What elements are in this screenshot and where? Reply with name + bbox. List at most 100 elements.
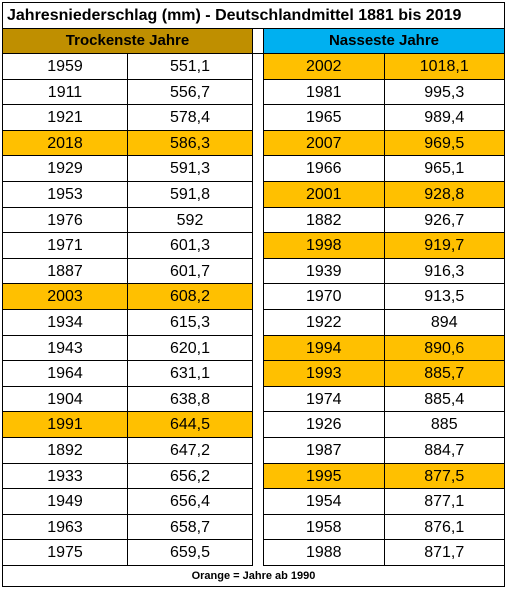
spacer-row xyxy=(253,361,263,387)
precipitation-cell: 658,7 xyxy=(169,518,211,536)
year-cell: 1953 xyxy=(3,181,128,207)
spacer-row xyxy=(253,412,263,438)
year-cell: 1976 xyxy=(3,207,128,233)
year-cell: 1981 xyxy=(264,79,385,105)
spacer-row xyxy=(253,310,263,336)
table-row: 1995 877,5 xyxy=(264,463,504,490)
table-row: 1981 995,3 xyxy=(264,79,504,106)
spacer-row xyxy=(253,233,263,259)
year-cell: 2001 xyxy=(264,181,385,207)
year-cell: 1933 xyxy=(3,463,128,489)
spacer-row xyxy=(253,259,263,285)
table-row: 1943 620,1 xyxy=(3,335,252,362)
spacer-row xyxy=(253,284,263,310)
driest-years-column: 1959 551,1 1911 556,7 1921 578,4 2018 586,3 1929… xyxy=(3,54,253,566)
table-row: 1970 913,5 xyxy=(264,284,504,310)
spacer-row xyxy=(253,80,263,106)
precipitation-cell: 601,3 xyxy=(169,237,211,255)
precipitation-cell: 620,1 xyxy=(169,339,211,357)
table-row: 1965 989,4 xyxy=(264,105,504,131)
year-cell: 1964 xyxy=(3,361,128,386)
precipitation-cell: 965,1 xyxy=(424,160,465,178)
year-cell: 1966 xyxy=(264,156,385,181)
precipitation-cell: 890,6 xyxy=(424,339,465,357)
spacer-row xyxy=(253,515,263,541)
spacer-row xyxy=(253,387,263,413)
precipitation-cell: 989,4 xyxy=(424,109,465,127)
table-row: 1904 638,8 xyxy=(3,386,252,413)
precipitation-cell: 871,7 xyxy=(424,544,465,562)
year-cell: 1963 xyxy=(3,514,128,540)
table-row: 1993 885,7 xyxy=(264,361,504,387)
year-cell: 1911 xyxy=(3,79,128,105)
year-cell: 1892 xyxy=(3,437,128,463)
table-row: 1959 551,1 xyxy=(3,54,252,80)
precipitation-cell: 656,2 xyxy=(169,467,211,485)
table-row: 1994 890,6 xyxy=(264,335,504,362)
spacer-row xyxy=(253,182,263,208)
table-row: 1892 647,2 xyxy=(3,437,252,464)
precipitation-cell: 638,8 xyxy=(169,390,211,408)
table-row: 1933 656,2 xyxy=(3,463,252,490)
spacer-row xyxy=(253,131,263,157)
precipitation-cell: 876,1 xyxy=(424,518,465,536)
spacer-row xyxy=(253,336,263,362)
table-title: Jahresniederschlag (mm) - Deutschlandmit… xyxy=(3,3,504,29)
precipitation-cell: 884,7 xyxy=(424,441,465,459)
year-cell: 2007 xyxy=(264,130,385,156)
precipitation-cell: 894 xyxy=(430,313,458,331)
precipitation-cell: 885,4 xyxy=(424,390,465,408)
precipitation-cell: 877,1 xyxy=(424,493,465,511)
year-cell: 1934 xyxy=(3,309,128,335)
table-row: 1949 656,4 xyxy=(3,489,252,515)
precipitation-cell: 592 xyxy=(176,211,204,229)
precipitation-cell: 969,5 xyxy=(424,134,465,152)
table-row: 1926 885 xyxy=(264,412,504,438)
year-cell: 1939 xyxy=(264,258,385,284)
precipitation-cell: 591,3 xyxy=(169,160,211,178)
precipitation-cell: 647,2 xyxy=(169,441,211,459)
year-cell: 1965 xyxy=(264,105,385,130)
table-body: 1959 551,1 1911 556,7 1921 578,4 2018 586,3 1929… xyxy=(3,54,504,566)
table-row: 1975 659,5 xyxy=(3,540,252,566)
year-cell: 1971 xyxy=(3,233,128,258)
precipitation-cell: 631,1 xyxy=(169,365,211,383)
precipitation-cell: 885,7 xyxy=(424,365,465,383)
table-row: 1887 601,7 xyxy=(3,258,252,285)
table-row: 1987 884,7 xyxy=(264,437,504,464)
year-cell: 1882 xyxy=(264,207,385,233)
precipitation-cell: 656,4 xyxy=(169,493,211,511)
table-row: 1954 877,1 xyxy=(264,489,504,515)
year-cell: 1970 xyxy=(264,284,385,309)
year-cell: 1988 xyxy=(264,540,385,565)
spacer-row xyxy=(253,54,263,80)
year-cell: 1974 xyxy=(264,386,385,412)
table-row: 1921 578,4 xyxy=(3,105,252,131)
precipitation-cell: 615,3 xyxy=(169,313,211,331)
wettest-years-column: 2002 1018,1 1981 995,3 1965 989,4 2007 969,5 196… xyxy=(264,54,504,566)
year-cell: 1887 xyxy=(3,258,128,284)
table-row: 1974 885,4 xyxy=(264,386,504,413)
year-cell: 1975 xyxy=(3,540,128,565)
year-cell: 1921 xyxy=(3,105,128,130)
year-cell: 1958 xyxy=(264,514,385,540)
header-wettest-years: Nasseste Jahre xyxy=(264,29,504,53)
precipitation-cell: 928,8 xyxy=(424,185,465,203)
table-row: 2007 969,5 xyxy=(264,130,504,157)
precipitation-cell: 644,5 xyxy=(169,416,211,434)
year-cell: 1949 xyxy=(3,489,128,514)
table-row: 2003 608,2 xyxy=(3,284,252,310)
table-row: 1964 631,1 xyxy=(3,361,252,387)
year-cell: 1998 xyxy=(264,233,385,258)
spacer-row xyxy=(253,156,263,182)
year-cell: 1954 xyxy=(264,489,385,514)
year-cell: 1922 xyxy=(264,309,385,335)
table-row: 1963 658,7 xyxy=(3,514,252,541)
table-row: 1998 919,7 xyxy=(264,233,504,259)
precipitation-cell: 926,7 xyxy=(424,211,465,229)
table-row: 1953 591,8 xyxy=(3,181,252,208)
table-row: 1922 894 xyxy=(264,309,504,336)
precipitation-cell: 556,7 xyxy=(169,83,211,101)
header-driest-years: Trockenste Jahre xyxy=(3,29,253,53)
column-spacer xyxy=(253,54,264,566)
